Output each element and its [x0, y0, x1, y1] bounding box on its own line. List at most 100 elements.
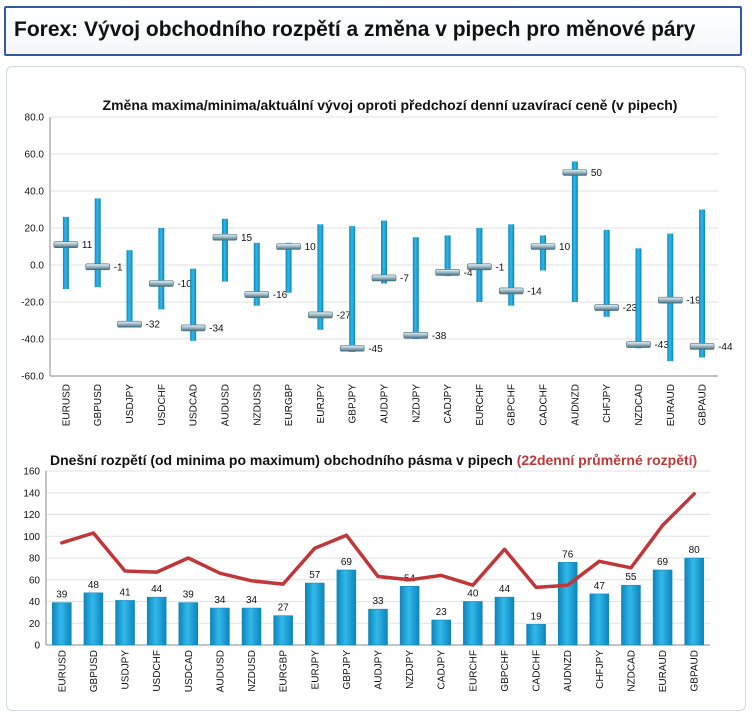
chart1-range-bar — [540, 235, 547, 271]
chart1-range-bar — [62, 216, 69, 290]
chart2-ytick-label: 40 — [29, 597, 41, 608]
chart1-current-marker — [562, 169, 588, 176]
chart2-xtick-label: CHFJPY — [595, 650, 606, 689]
page-title: Forex: Vývoj obchodního rozpětí a změna … — [14, 18, 696, 41]
chart2-bar — [431, 619, 451, 646]
chart2-bar — [146, 596, 167, 646]
chart1-range-bar — [221, 218, 228, 282]
chart1-data-label: 10 — [305, 242, 317, 253]
chart1-range-bar — [349, 226, 356, 352]
chart1-current-marker — [180, 324, 206, 332]
chart1-data-label: -23 — [623, 303, 638, 314]
chart1-data-label: -44 — [718, 342, 733, 353]
chart1-data-label: -10 — [177, 279, 192, 290]
chart1-current-marker — [212, 233, 238, 241]
chart1-xtick-label: EURUSD — [61, 384, 72, 426]
chart2-xtick-label: CADCHF — [532, 650, 543, 692]
chart1-xtick-label: NZDJPY — [411, 384, 422, 423]
chart1-xtick-label: CADJPY — [443, 384, 454, 424]
chart1-range-bar — [635, 248, 642, 349]
chart2-xtick-label: AUDNZD — [563, 650, 574, 692]
chart2-bar — [526, 624, 546, 646]
chart2-bar — [494, 596, 515, 646]
chart2-xtick-label: EURUSD — [57, 650, 68, 692]
chart1-xtick-label: NZDUSD — [252, 384, 263, 426]
chart2-data-label: 33 — [372, 596, 384, 607]
chart1-current-marker — [371, 274, 397, 282]
chart1-xtick-label: CHFJPY — [602, 384, 613, 423]
chart2-title: Dnešní rozpětí (od minima po maximum) ob… — [50, 452, 697, 468]
chart2-data-label: 57 — [309, 570, 321, 581]
chart1-xtick-label: NZDCAD — [634, 384, 645, 426]
chart1-xtick-label: AUDUSD — [220, 384, 231, 426]
chart1-data-label: -4 — [464, 268, 473, 279]
chart1-range-bar — [444, 235, 451, 277]
chart2-data-label: 34 — [246, 595, 258, 606]
chart1-xtick-label: USDCAD — [189, 384, 200, 426]
chart2-data-label: 34 — [214, 595, 226, 606]
chart2-title-highlight: (22denní průměrné rozpětí) — [517, 452, 697, 468]
chart2-bar — [241, 607, 262, 646]
chart2-bar — [621, 584, 641, 646]
chart1-xtick-label: CADCHF — [539, 384, 550, 426]
chart1-range-bar — [603, 229, 610, 317]
chart1-xtick-label: GBPAUD — [698, 384, 709, 426]
page-header: Forex: Vývoj obchodního rozpětí a změna … — [4, 6, 742, 56]
chart1-current-marker — [308, 311, 333, 319]
chart2-xtick-label: EURCHF — [468, 650, 479, 692]
chart1-ytick-label: 60.0 — [25, 150, 45, 161]
chart2-ytick-label: 20 — [29, 619, 41, 630]
chart2-xtick-label: GBPCHF — [500, 650, 511, 692]
chart2-bar — [210, 607, 230, 646]
chart2-xtick-label: EURAUD — [658, 650, 669, 692]
chart1-current-marker — [276, 243, 301, 250]
chart1-xtick-label: AUDJPY — [380, 384, 391, 424]
chart1-ytick-label: 20.0 — [25, 224, 45, 235]
chart1-current-marker — [594, 304, 619, 311]
chart1-data-label: -43 — [654, 340, 669, 351]
chart2-bar — [589, 593, 610, 646]
chart2-bar — [83, 592, 104, 646]
chart2-ytick-label: 120 — [23, 510, 40, 521]
chart2-ytick-label: 140 — [23, 488, 40, 499]
chart2-data-label: 27 — [278, 603, 290, 614]
chart1-current-marker — [53, 241, 79, 248]
chart1-range-bar — [126, 250, 133, 327]
chart1-xtick-label: EURAUD — [666, 384, 677, 426]
chart1-current-marker — [530, 243, 556, 250]
chart2-average-line — [60, 492, 696, 590]
chart1-current-marker — [498, 287, 524, 295]
chart1-xtick-label: EURGBP — [284, 384, 295, 427]
chart2-bar — [368, 608, 388, 646]
chart2-ytick-label: 60 — [29, 575, 41, 586]
chart1-current-marker — [657, 296, 683, 304]
chart2-data-label: 80 — [689, 545, 701, 556]
chart1-data-label: 50 — [591, 168, 603, 179]
chart2-bar — [336, 569, 357, 646]
chart1-current-marker — [626, 341, 651, 348]
chart1-data-label: -32 — [146, 320, 161, 331]
chart1-current-marker — [689, 343, 715, 350]
chart1-xtick-label: USDCHF — [157, 384, 168, 426]
chart2-bar — [399, 586, 420, 646]
chart2-bar — [178, 602, 199, 646]
chart1-data-label: -7 — [400, 273, 409, 284]
chart1-range-bar — [190, 268, 197, 341]
chart2-data-label: 76 — [562, 549, 574, 560]
chart2-data-label: 23 — [436, 607, 448, 618]
chart1-data-label: -34 — [209, 323, 224, 334]
chart2-ytick-label: 160 — [23, 467, 40, 478]
chart1-xtick-label: AUDNZD — [570, 384, 581, 426]
chart1-ytick-label: 0.0 — [30, 261, 44, 272]
chart1-xtick-label: EURCHF — [475, 384, 486, 426]
chart2-data-label: 41 — [119, 587, 131, 598]
chart1-xtick-label: GBPUSD — [93, 384, 104, 426]
chart1-current-marker — [467, 263, 492, 271]
chart1-xtick-label: GBPCHF — [507, 384, 518, 426]
chart1-ytick-label: -60.0 — [21, 372, 44, 383]
chart2-bar — [463, 601, 483, 646]
chart2-xtick-label: USDJPY — [121, 650, 132, 690]
chart1-range-bar — [381, 220, 387, 284]
chart2-xtick-label: EURGBP — [279, 650, 290, 693]
